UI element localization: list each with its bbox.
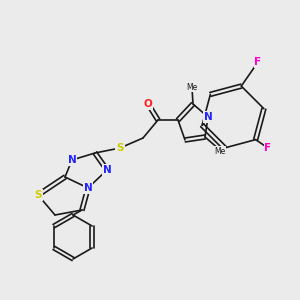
Text: F: F (264, 143, 272, 153)
Text: S: S (116, 143, 124, 153)
Text: N: N (68, 155, 76, 165)
Text: F: F (254, 57, 262, 67)
Text: N: N (84, 183, 92, 193)
Text: O: O (144, 99, 152, 109)
Text: Me: Me (186, 82, 198, 91)
Text: N: N (103, 165, 111, 175)
Text: S: S (34, 190, 42, 200)
Text: Me: Me (214, 146, 226, 155)
Text: N: N (204, 112, 212, 122)
